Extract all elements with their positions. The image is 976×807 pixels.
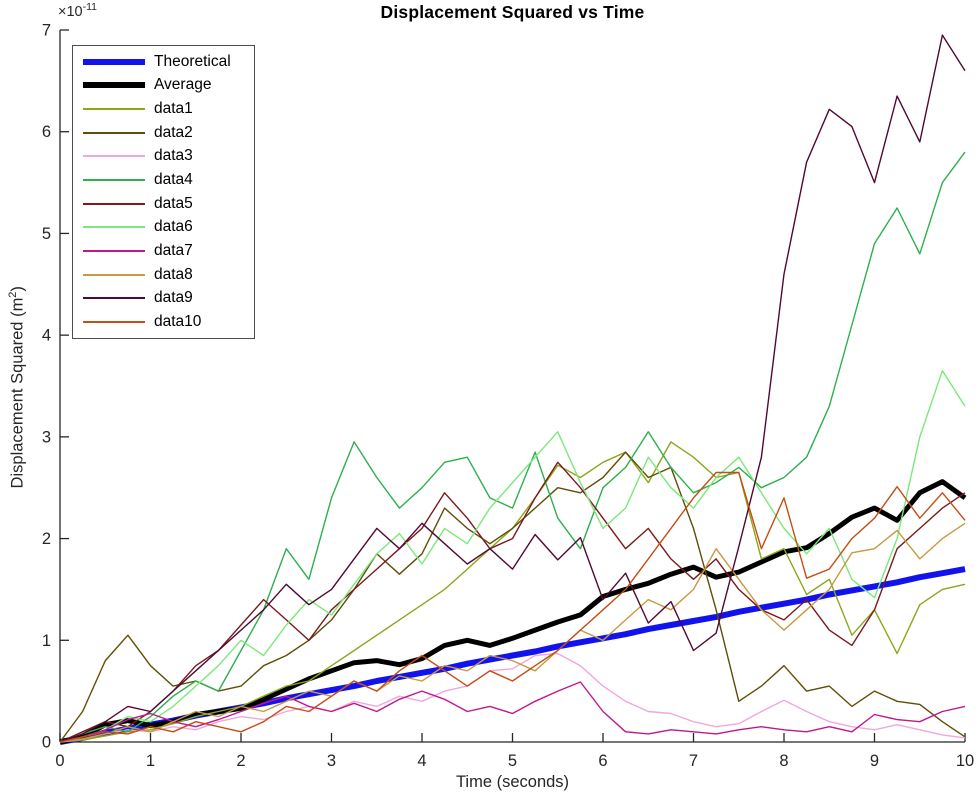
series-line-data10 <box>59 471 966 743</box>
series-line-data5 <box>59 461 966 743</box>
legend-entry-data7: data7 <box>73 240 254 262</box>
series-line-data8 <box>59 522 966 743</box>
legend-entry-data5: data5 <box>73 193 254 215</box>
legend-line-sample <box>83 202 145 205</box>
x-axis-label: Time (seconds) <box>455 773 570 791</box>
legend-line-sample <box>83 250 145 253</box>
legend-label: data2 <box>154 123 193 141</box>
x-tick-label: 4 <box>417 752 426 770</box>
legend-entry-data1: data1 <box>73 98 254 120</box>
series-line-data7 <box>59 681 966 743</box>
x-tick-label: 9 <box>870 752 879 770</box>
legend-entry-data10: data10 <box>73 311 254 333</box>
series-line-data4 <box>59 151 966 743</box>
y-tick-label: 2 <box>42 530 51 548</box>
x-tick-label: 2 <box>236 752 245 770</box>
legend-label: data4 <box>154 171 193 189</box>
legend-entry-theoretical: Theoretical <box>73 51 254 73</box>
x-tick-label: 10 <box>956 752 974 770</box>
legend-label: Theoretical <box>154 52 231 70</box>
x-tick-label: 8 <box>779 752 788 770</box>
legend-entry-data8: data8 <box>73 264 254 286</box>
x-tick-label: 5 <box>508 752 517 770</box>
x-tick-label: 3 <box>327 752 336 770</box>
x-tick-label: 6 <box>598 752 607 770</box>
legend-line-sample <box>83 108 145 111</box>
legend-label: Average <box>154 76 212 94</box>
legend-line-sample <box>83 321 145 324</box>
y-tick-label: 6 <box>42 123 51 141</box>
legend-entry-data6: data6 <box>73 216 254 238</box>
legend-line-sample <box>83 155 145 158</box>
legend-label: data9 <box>154 289 193 307</box>
y-tick-label: 3 <box>42 428 51 446</box>
legend-label: data1 <box>154 100 193 118</box>
legend-line-sample <box>83 82 145 89</box>
legend-entry-data9: data9 <box>73 287 254 309</box>
legend-label: data3 <box>154 147 193 165</box>
chart-title: Displacement Squared vs Time <box>380 2 645 22</box>
y-tick-label: 7 <box>42 22 51 40</box>
series-line-data9 <box>59 34 966 743</box>
legend-label: data6 <box>154 218 193 236</box>
legend-line-sample <box>83 58 145 65</box>
legend-line-sample <box>83 179 145 182</box>
legend-label: data5 <box>154 194 193 212</box>
y-tick-label: 0 <box>42 734 51 752</box>
legend-box: Theoretical Average data1 data2 data3 data4 da… <box>72 45 255 339</box>
legend-entry-data3: data3 <box>73 145 254 167</box>
legend-entry-data4: data4 <box>73 169 254 191</box>
series-line-data6 <box>59 370 966 743</box>
legend-line-sample <box>83 273 145 276</box>
y-tick-label: 1 <box>42 632 51 650</box>
legend-entry-data2: data2 <box>73 122 254 144</box>
legend-entry-average: Average <box>73 74 254 96</box>
legend-label: data10 <box>154 313 202 331</box>
legend-line-sample <box>83 297 145 300</box>
y-axis-exponent-label: ×10-11 <box>58 1 98 20</box>
x-tick-label: 7 <box>689 752 698 770</box>
legend-line-sample <box>83 131 145 134</box>
y-tick-label: 5 <box>42 225 51 243</box>
y-tick-label: 4 <box>42 327 51 345</box>
series-line-average <box>59 479 967 745</box>
y-axis-label: Displacement Squared (m2) <box>6 286 27 489</box>
legend-line-sample <box>83 226 145 229</box>
legend-label: data8 <box>154 265 193 283</box>
x-tick-label: 0 <box>55 752 64 770</box>
legend-label: data7 <box>154 242 193 260</box>
x-tick-label: 1 <box>146 752 155 770</box>
